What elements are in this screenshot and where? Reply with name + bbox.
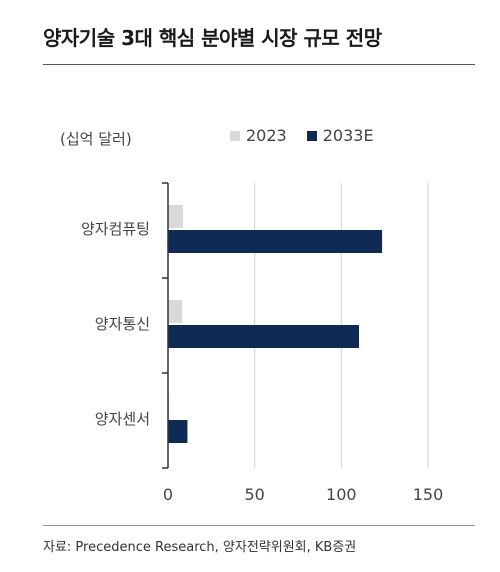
bar-2023-0 xyxy=(168,205,183,228)
x-tick-label-50: 50 xyxy=(244,485,264,504)
category-label-2: 양자센서 xyxy=(95,410,150,428)
bar-2033e-2 xyxy=(168,420,188,443)
legend-swatch-2023 xyxy=(230,130,240,141)
bar-2033e-1 xyxy=(168,325,360,348)
legend-swatch-2033e xyxy=(306,130,317,141)
bar-2023-1 xyxy=(168,300,183,323)
category-label-0: 양자컴퓨팅 xyxy=(81,220,150,238)
legend-label-2033e: 2033E xyxy=(322,126,374,145)
chart-title: 양자기술 3대 핵심 분야별 시장 규모 전망 xyxy=(43,26,382,50)
bar-2033e-0 xyxy=(168,230,383,253)
x-tick-label-150: 150 xyxy=(413,485,444,504)
legend-label-2023: 2023 xyxy=(246,126,287,145)
unit-label: (십억 달러) xyxy=(60,130,132,148)
legend-item-2023: 2023 xyxy=(230,126,287,145)
x-tick-label-100: 100 xyxy=(326,485,357,504)
title-divider xyxy=(43,64,475,65)
legend: 2023 2033E xyxy=(230,126,394,145)
x-tick-label-0: 0 xyxy=(163,485,173,504)
category-label-1: 양자통신 xyxy=(95,315,150,333)
legend-item-2033e: 2033E xyxy=(306,126,374,145)
source-note: 자료: Precedence Research, 양자전략위원회, KB증권 xyxy=(43,540,357,555)
source-divider xyxy=(43,525,475,526)
